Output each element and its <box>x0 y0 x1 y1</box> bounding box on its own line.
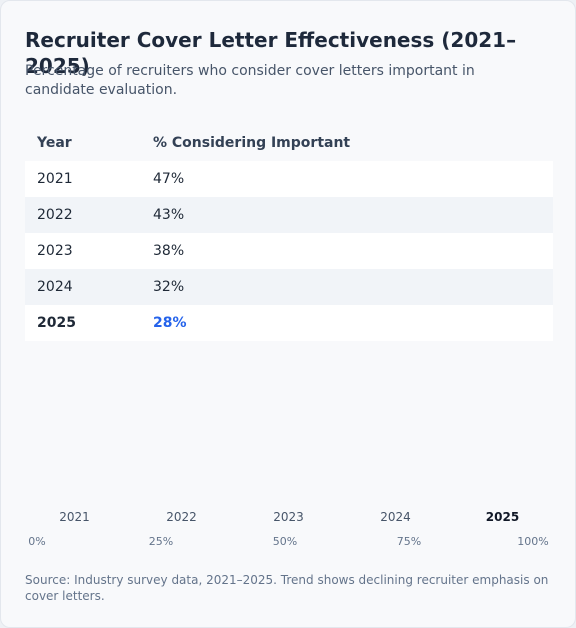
y-tick-label: 25% <box>149 535 173 548</box>
x-tick-label: 2023 <box>273 510 304 524</box>
row-value: 38% <box>141 233 553 269</box>
table-header-row: Year % Considering Important <box>25 125 553 161</box>
row-year: 2023 <box>25 233 141 269</box>
row-value: 43% <box>141 197 553 233</box>
chart-subtitle: Percentage of recruiters who consider co… <box>25 63 475 98</box>
chart-title: Recruiter Cover Letter Effectiveness (20… <box>25 28 517 78</box>
y-tick-label: 100% <box>517 535 548 548</box>
header-year: Year <box>37 135 72 151</box>
row-value: 32% <box>141 269 553 305</box>
x-tick-label: 2024 <box>380 510 411 524</box>
row-year: 2021 <box>25 161 141 197</box>
row-year: 2024 <box>25 269 141 305</box>
y-tick-label: 0% <box>28 535 45 548</box>
row-year: 2025 <box>25 305 141 341</box>
table-row: 2022 43% <box>25 197 553 233</box>
y-tick-label: 50% <box>273 535 297 548</box>
source-note: Source: Industry survey data, 2021–2025.… <box>25 573 549 603</box>
row-value: 47% <box>141 161 553 197</box>
header-percent: % Considering Important <box>153 135 351 151</box>
table-row: 2024 32% <box>25 269 553 305</box>
table-row-highlighted: 2025 28% <box>25 305 553 341</box>
x-tick-label: 2022 <box>166 510 197 524</box>
table-row: 2023 38% <box>25 233 553 269</box>
table-row: 2021 47% <box>25 161 553 197</box>
row-year: 2022 <box>25 197 141 233</box>
x-tick-label: 2025 <box>486 510 519 524</box>
y-tick-label: 75% <box>397 535 421 548</box>
row-value: 28% <box>141 305 553 341</box>
data-table: Year % Considering Important 2021 47% 20… <box>25 125 553 341</box>
x-tick-label: 2021 <box>59 510 90 524</box>
